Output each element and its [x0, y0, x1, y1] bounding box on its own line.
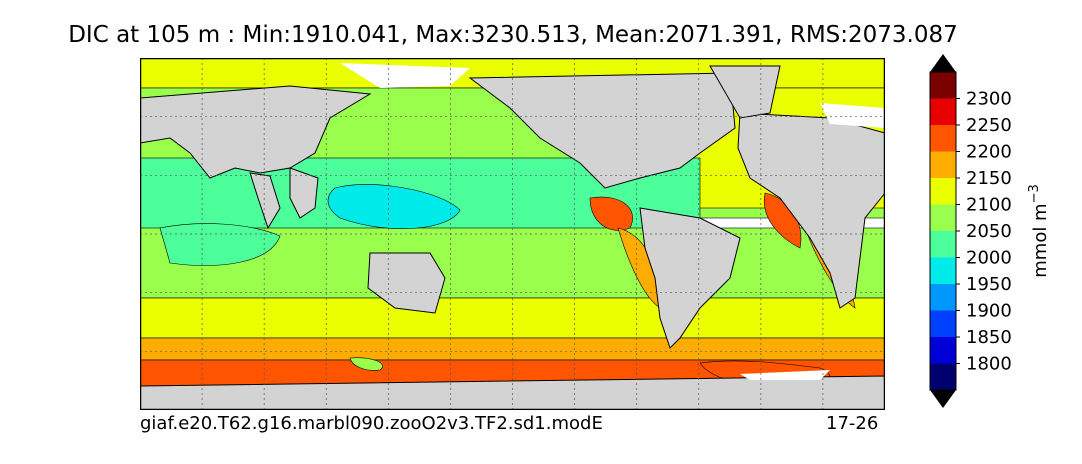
ice-arctic-1: [340, 63, 470, 88]
colorbar-tick-label: 2250: [966, 115, 1012, 136]
ice-antarctic: [740, 370, 830, 380]
colorbar-segment: [930, 257, 956, 284]
colorbar-segment: [930, 72, 956, 99]
colorbar-svg: 1800 1850 1900 1950 2000 2050 2100 2150 2200 2250…: [929, 54, 1051, 408]
colorbar-overflow-triangle: [930, 54, 956, 72]
land-africa: [737, 112, 885, 309]
colorbar-segment: [930, 363, 956, 390]
colorbar-tick-label: 2150: [966, 168, 1012, 189]
region-wtp-low: [327, 184, 461, 230]
land-samerica: [639, 207, 741, 349]
colorbar-segment: [930, 284, 956, 311]
land-seasia: [289, 167, 319, 219]
colorbar-segment: [930, 178, 956, 205]
colorbar-underflow-triangle: [930, 390, 956, 408]
colorbar-tick-label: 2100: [966, 195, 1012, 216]
colorbar-segment: [930, 125, 956, 152]
land-greenland: [709, 65, 781, 119]
ice-arctic-2: [820, 103, 885, 128]
colorbar-tick-label: 2200: [966, 142, 1012, 163]
colorbar-tick-label: 1850: [966, 327, 1012, 348]
map-frame: [140, 58, 885, 410]
colorbar-tick-label: 2300: [966, 89, 1012, 110]
colorbar-tick-label: 2050: [966, 221, 1012, 242]
colorbar-segment: [930, 337, 956, 364]
map-plot: [140, 58, 885, 410]
colorbar-segment: [930, 231, 956, 258]
colorbar-tick-label: 1950: [966, 274, 1012, 295]
chart-title: DIC at 105 m : Min:1910.041, Max:3230.51…: [68, 22, 958, 48]
land-eurasia: [140, 85, 372, 179]
land-namerica: [468, 72, 736, 189]
run-name-caption: giaf.e20.T62.g16.marbl090.zooO2v3.TF2.sd…: [140, 413, 603, 434]
colorbar-tick-label: 1900: [966, 301, 1012, 322]
colorbar-segment: [930, 204, 956, 231]
year-range-caption: 17-26: [826, 413, 879, 434]
colorbar-tick-label: 1800: [966, 354, 1012, 375]
region-etp: [589, 196, 633, 231]
colorbar-tick-label: 2000: [966, 248, 1012, 269]
colorbar: 1800 1850 1900 1950 2000 2050 2100 2150 2200 2250…: [920, 50, 1060, 420]
colorbar-segment: [930, 98, 956, 125]
graticule: [140, 58, 885, 410]
sea-ice: [340, 63, 885, 380]
colorbar-segment: [930, 151, 956, 178]
colorbar-segment: [930, 310, 956, 337]
land-australia: [367, 252, 446, 314]
map-svg: [140, 58, 885, 410]
colorbar-unit-label: mmol m−3: [1027, 184, 1051, 278]
region-margin-1: [349, 357, 383, 371]
